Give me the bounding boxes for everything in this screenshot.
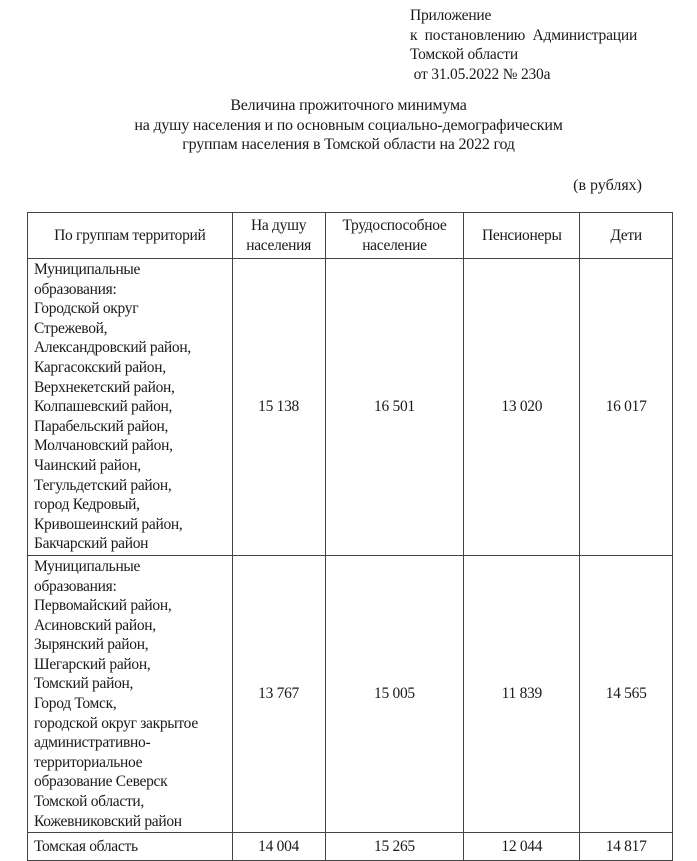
title-line: Величина прожиточного минимума <box>230 97 467 114</box>
header-children: Дети <box>579 212 673 259</box>
territory-cell: Томская область <box>27 832 233 861</box>
pensioners-cell: 13 020 <box>463 258 581 556</box>
table-row: Муниципальные образования: Городской окр… <box>27 258 673 556</box>
table-header-row: По группам территорий На душу населения … <box>27 212 673 259</box>
children-cell: 16 017 <box>579 258 673 556</box>
appendix-line: от 31.05.2022 № 230а <box>410 65 551 83</box>
pensioners-cell: 11 839 <box>463 554 581 834</box>
table-row: Муниципальные образования: Первомайский … <box>27 554 673 834</box>
children-cell: 14 817 <box>579 832 673 861</box>
appendix-line: к постановлению Администрации <box>410 26 638 44</box>
per-capita-cell: 13 767 <box>231 554 326 834</box>
document-title: Величина прожиточного минимума на душу н… <box>0 96 697 155</box>
appendix-header: Приложение к постановлению Администрации… <box>410 6 637 84</box>
appendix-line: Приложение <box>410 7 492 24</box>
pensioners-cell: 12 044 <box>463 832 581 861</box>
per-capita-cell: 14 004 <box>231 832 326 861</box>
title-line: группам населения в Томской области на 2… <box>182 136 515 154</box>
title-line: на душу населения и по основным социальн… <box>134 116 563 134</box>
territory-cell: Муниципальные образования: Городской окр… <box>27 258 233 556</box>
working-age-cell: 15 005 <box>324 554 465 834</box>
territory-cell: Муниципальные образования: Первомайский … <box>27 554 233 834</box>
per-capita-cell: 15 138 <box>231 258 326 556</box>
working-age-cell: 15 265 <box>324 832 465 861</box>
header-per-capita: На душу населения <box>231 212 326 259</box>
table-row-total: Томская область 14 004 15 265 12 044 14 … <box>27 832 673 861</box>
working-age-cell: 16 501 <box>324 258 465 556</box>
header-working-age: Трудоспособное население <box>324 212 465 259</box>
header-territory: По группам территорий <box>27 212 233 259</box>
header-pensioners: Пенсионеры <box>463 212 581 259</box>
unit-label: (в рублях) <box>573 177 642 194</box>
appendix-line: Томской области <box>410 46 518 63</box>
subsistence-minimum-table: По группам территорий На душу населения … <box>27 212 673 861</box>
children-cell: 14 565 <box>579 554 673 834</box>
